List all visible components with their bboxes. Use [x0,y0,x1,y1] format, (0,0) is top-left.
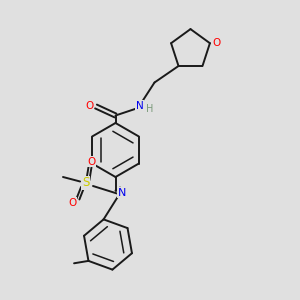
Text: O: O [85,101,94,111]
Text: N: N [136,100,143,111]
Text: O: O [68,198,77,208]
Text: N: N [118,188,127,198]
Text: O: O [87,157,96,167]
Text: O: O [212,38,220,48]
Text: S: S [82,176,89,190]
Text: H: H [146,104,153,115]
